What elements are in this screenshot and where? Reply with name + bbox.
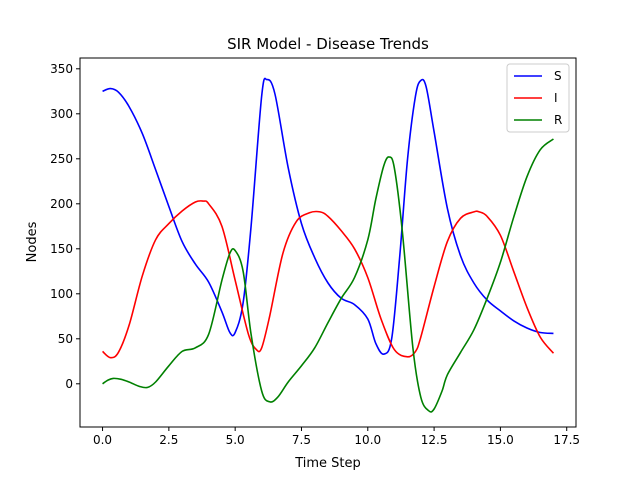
- y-tick-label: 300: [50, 107, 73, 121]
- y-tick-label: 0: [65, 377, 73, 391]
- y-tick-label: 200: [50, 197, 73, 211]
- x-axis-label: Time Step: [294, 456, 361, 471]
- y-tick-label: 50: [58, 332, 73, 346]
- y-tick-label: 150: [50, 242, 73, 256]
- legend-label-i: I: [554, 91, 558, 105]
- legend-label-s: S: [554, 69, 562, 83]
- chart-title: SIR Model - Disease Trends: [227, 35, 429, 53]
- x-tick-label: 15.0: [487, 433, 514, 447]
- series-line-i: [102, 200, 555, 359]
- x-tick-label: 10.0: [354, 433, 381, 447]
- y-tick-label: 100: [50, 287, 73, 301]
- legend-label-r: R: [554, 113, 562, 127]
- y-tick-label: 350: [50, 62, 73, 76]
- y-axis-label: Nodes: [25, 221, 40, 262]
- series-line-r: [102, 138, 554, 413]
- x-tick-label: 5.0: [226, 433, 245, 447]
- x-tick-label: 12.5: [421, 433, 448, 447]
- y-tick-label: 250: [50, 152, 73, 166]
- x-tick-label: 7.5: [292, 433, 311, 447]
- plot-lines: [102, 77, 555, 413]
- series-line-s: [102, 77, 554, 355]
- x-tick-label: 2.5: [159, 433, 178, 447]
- y-axis-ticks: 0 50 100 150 200 250 300 350: [50, 62, 80, 391]
- x-tick-label: 17.5: [553, 433, 580, 447]
- x-axis-ticks: 0.0 2.5 5.0 7.5 10.0 12.5 15.0 17.5: [93, 427, 580, 447]
- plot-frame: [79, 57, 577, 428]
- legend: SIR: [506, 63, 570, 133]
- x-tick-label: 0.0: [93, 433, 112, 447]
